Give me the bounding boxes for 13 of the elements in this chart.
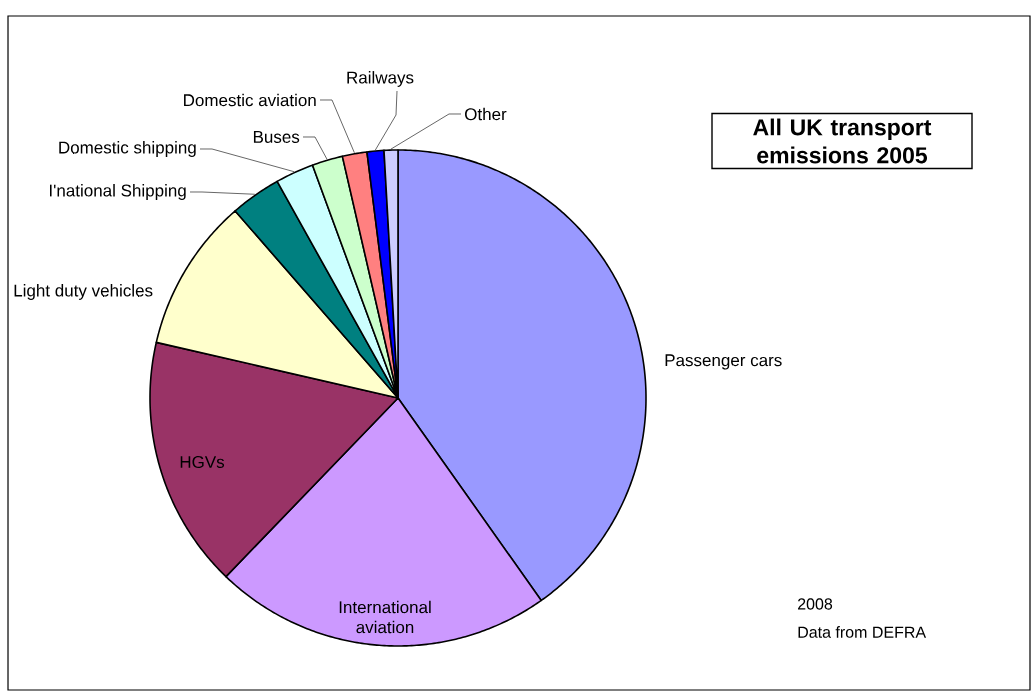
slice-label: Light duty vehicles [14, 284, 153, 300]
slice-label: Passenger cars [665, 354, 782, 370]
slice-label: Domestic shipping [59, 141, 196, 157]
slice-label: International aviation [339, 600, 431, 634]
slice-label: Buses [253, 131, 300, 143]
slice-label: Other [465, 107, 507, 121]
slice-label: I'national Shipping [49, 184, 186, 200]
text: Data from DEFRA [798, 626, 927, 638]
text: 2008 [798, 598, 833, 610]
text: All UK transport emissions 2005 [753, 118, 932, 164]
slice-label: Domestic aviation [184, 93, 316, 107]
slice-label: HGVs [180, 455, 225, 469]
slice-label: Railways [347, 71, 414, 87]
